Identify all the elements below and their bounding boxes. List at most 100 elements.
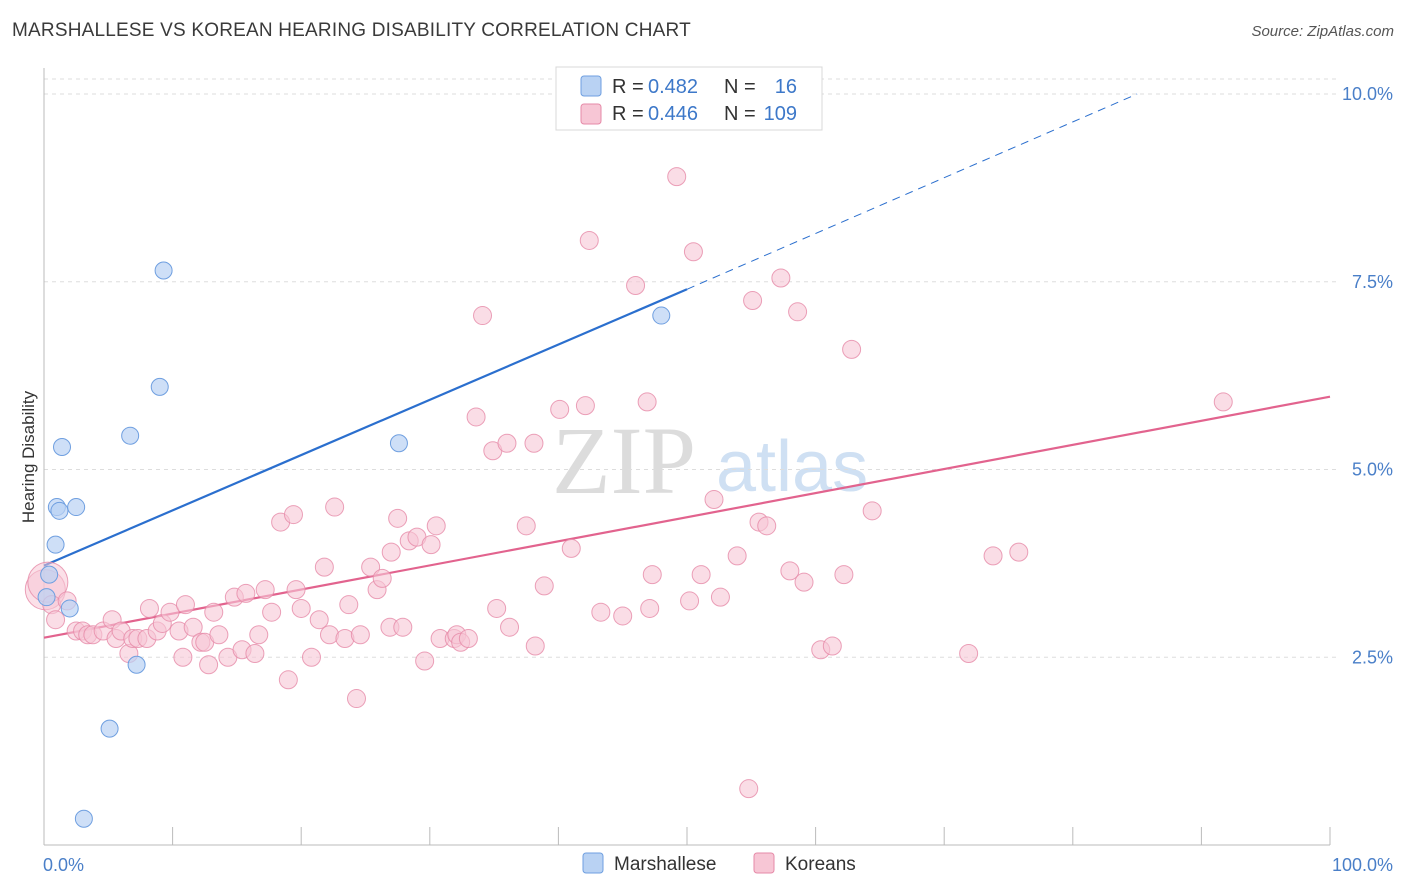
y-tick-label: 5.0%: [1352, 460, 1393, 480]
koreans-point: [466, 407, 486, 427]
watermark-zip: ZIP: [552, 407, 696, 514]
koreans-point: [236, 583, 256, 603]
koreans-point: [613, 606, 633, 626]
koreans-point: [743, 291, 763, 311]
y-tick-label: 7.5%: [1352, 272, 1393, 292]
legend-swatch-koreans: [580, 103, 602, 125]
marshallese-point: [154, 261, 173, 280]
koreans-point: [575, 396, 595, 416]
koreans-point: [1213, 392, 1233, 412]
watermark: ZIP atlas: [552, 407, 868, 514]
koreans-point: [591, 602, 611, 622]
koreans-point: [421, 535, 441, 555]
koreans-point: [339, 595, 359, 615]
legend-marshallese-r: 0.482: [648, 76, 698, 98]
legend-r-label: R =: [612, 76, 644, 98]
koreans-point: [788, 302, 808, 322]
koreans-point: [255, 580, 275, 600]
legend-n-label: N =: [724, 103, 756, 125]
koreans-point: [691, 565, 711, 585]
koreans-point: [1009, 542, 1029, 562]
koreans-trend-group: [43, 395, 1331, 639]
koreans-point: [204, 602, 224, 622]
koreans-point: [426, 516, 446, 536]
koreans-point: [346, 689, 366, 709]
chart-title: MARSHALLESE VS KOREAN HEARING DISABILITY…: [12, 20, 691, 41]
koreans-trend-line: [43, 395, 1331, 639]
koreans-point: [834, 565, 854, 585]
source-label: Source: ZipAtlas.com: [1251, 23, 1394, 40]
stats-legend: R = 0.482 N = 16 R = 0.446 N = 109: [555, 66, 823, 131]
bottom-legend-swatch-koreans: [753, 852, 775, 874]
koreans-point: [727, 546, 747, 566]
koreans-point: [842, 339, 862, 359]
koreans-point: [458, 628, 478, 648]
koreans-point: [173, 647, 193, 667]
marshallese-point: [127, 655, 146, 674]
koreans-point: [757, 516, 777, 536]
koreans-point: [794, 572, 814, 592]
koreans-point: [245, 644, 265, 663]
koreans-point: [500, 617, 520, 637]
koreans-point: [534, 576, 554, 596]
marshallese-points: [37, 261, 671, 828]
koreans-point: [640, 598, 660, 618]
koreans-point: [487, 598, 507, 618]
koreans-point: [525, 636, 545, 656]
koreans-point: [642, 565, 662, 585]
marshallese-point: [389, 434, 408, 453]
axes: [43, 68, 1331, 846]
series-legend: Marshallese Koreans: [582, 852, 856, 875]
koreans-point: [680, 591, 700, 611]
marshallese-point: [53, 437, 72, 456]
koreans-point: [160, 602, 180, 622]
koreans-point: [710, 587, 730, 607]
koreans-point: [959, 644, 979, 663]
legend-koreans-n: 109: [764, 103, 797, 125]
koreans-point: [309, 610, 329, 630]
watermark-atlas: atlas: [716, 427, 868, 507]
marshallese-point: [74, 809, 93, 828]
legend-koreans-r: 0.446: [648, 103, 698, 125]
koreans-point: [822, 636, 842, 656]
x-tick-label: 0.0%: [43, 855, 84, 875]
koreans-point: [301, 647, 321, 667]
koreans-point: [350, 625, 370, 645]
legend-swatch-marshallese: [580, 75, 602, 97]
koreans-point: [516, 516, 536, 536]
koreans-points: [24, 167, 1233, 799]
marshallese-trend-line: [43, 288, 688, 567]
koreans-point: [314, 557, 334, 577]
koreans-point: [626, 276, 646, 296]
y-tick-label: 2.5%: [1352, 647, 1393, 667]
koreans-point: [361, 557, 381, 577]
koreans-point: [175, 595, 195, 615]
koreans-point: [683, 242, 703, 262]
koreans-point: [249, 625, 269, 645]
koreans-point: [46, 610, 66, 630]
marshallese-point: [40, 565, 59, 584]
koreans-point: [278, 670, 298, 690]
koreans-point: [497, 433, 517, 453]
koreans-point: [983, 546, 1003, 566]
marshallese-point: [60, 599, 79, 618]
koreans-point: [637, 392, 657, 412]
koreans-point: [381, 542, 401, 562]
legend-marshallese-n: 16: [775, 76, 797, 98]
koreans-point: [862, 501, 882, 521]
legend-r-label: R =: [612, 103, 644, 125]
marshallese-point: [121, 426, 140, 445]
koreans-point: [291, 598, 311, 618]
marshallese-point: [46, 535, 65, 554]
marshallese-trend-extension: [686, 93, 1138, 290]
koreans-point: [209, 625, 229, 645]
koreans-point: [286, 580, 306, 600]
bottom-legend-koreans: Koreans: [785, 854, 856, 875]
marshallese-point: [67, 498, 86, 517]
koreans-point: [473, 306, 493, 326]
marshallese-point: [37, 588, 56, 607]
marshallese-point: [50, 501, 69, 520]
koreans-point: [372, 568, 392, 588]
gridlines: [44, 78, 1340, 658]
